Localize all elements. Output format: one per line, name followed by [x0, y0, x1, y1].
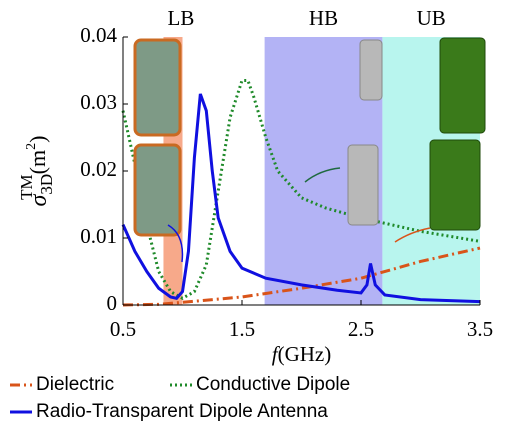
y-tick-label: 0.04: [80, 23, 117, 47]
y-label-unit: (m: [25, 150, 50, 174]
y-tick-label: 0: [107, 291, 118, 315]
y-tick-label: 0.01: [80, 224, 117, 248]
y-label-close: ): [25, 136, 50, 143]
y-tick-label: 0.03: [80, 90, 117, 114]
y-label-unit-sup: 2: [24, 143, 39, 150]
x-tick-label: 3.5: [467, 317, 493, 341]
band-label: UB: [417, 6, 446, 30]
y-label-sub: 3D: [37, 174, 56, 195]
x-axis-label: f(GHz): [272, 342, 331, 366]
legend-label: Conductive Dipole: [196, 374, 350, 395]
band-label: HB: [309, 6, 338, 30]
x-tick-label: 2.5: [348, 317, 374, 341]
chart: LB HB UB 0 0.01 0.02 0.03 0.04 0.5 1.5 2.5 3.5 f(GH…: [0, 0, 505, 437]
y-tick-label: 0.02: [80, 157, 117, 181]
x-label-unit: (GHz): [278, 342, 332, 366]
x-tick-label: 0.5: [110, 317, 136, 341]
legend-label: Radio-Transparent Dipole Antenna: [36, 401, 328, 422]
y-label-sup: TM: [17, 174, 36, 200]
y-axis-label: σ3DTM(m2): [17, 136, 56, 207]
legend-label: Dielectric: [36, 374, 114, 395]
band-label: LB: [168, 6, 195, 30]
legend: Dielectric Conductive Dipole Radio-Transpa…: [10, 374, 350, 422]
x-tick-label: 1.5: [229, 317, 255, 341]
